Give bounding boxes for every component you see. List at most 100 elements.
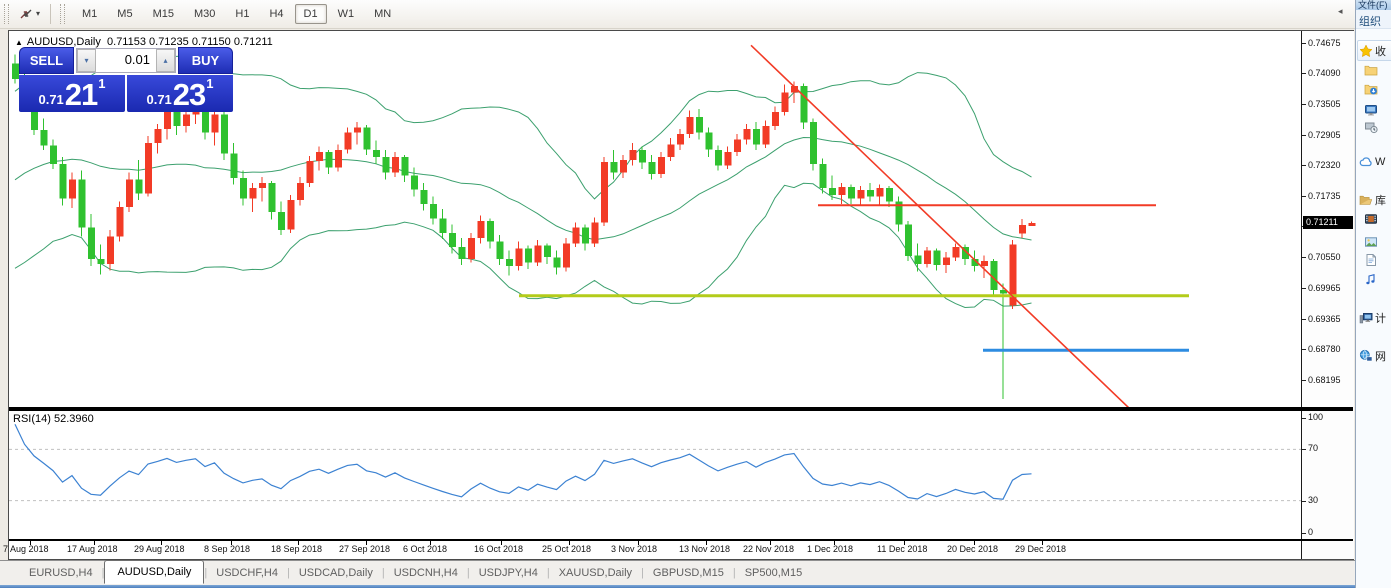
price-tick — [1302, 349, 1306, 350]
libraries-icon — [1359, 193, 1373, 207]
date-axis-label: 8 Sep 2018 — [204, 544, 251, 554]
timeframe-button-m1[interactable]: M1 — [82, 8, 98, 20]
film-icon — [1364, 212, 1378, 226]
explorer-organize-button[interactable]: 组织 — [1356, 10, 1391, 29]
explorer-item-cloud[interactable]: W — [1359, 155, 1385, 169]
explorer-item-star[interactable]: 收 — [1359, 43, 1386, 59]
tab-separator: | — [204, 567, 208, 579]
explorer-item-desktop[interactable] — [1364, 103, 1378, 117]
timeframe-button-w1[interactable]: W1 — [337, 8, 355, 20]
chart-tab-audusd-daily[interactable]: AUDUSD,Daily — [104, 560, 205, 584]
chart-tab-sp500-m15[interactable]: SP500,M15 — [744, 567, 803, 579]
date-axis-label: 29 Aug 2018 — [134, 544, 185, 554]
rsi-indicator-panel[interactable]: RSI(14) 52.3960 — [9, 411, 1301, 539]
rsi-axis-label: 70 — [1308, 443, 1319, 453]
buy-button[interactable]: BUY — [178, 47, 233, 74]
chart-tab-usdcnh-h4[interactable]: USDCNH,H4 — [393, 567, 458, 579]
bid-price-prefix: 0.71 — [38, 92, 64, 107]
chart-ohlc-values: 0.71153 0.71235 0.71150 0.71211 — [107, 36, 273, 48]
volume-decrease-button[interactable]: ▾ — [77, 49, 96, 72]
date-tick — [231, 541, 232, 545]
date-axis-label: 3 Nov 2018 — [611, 544, 658, 554]
timeframe-button-h4[interactable]: H4 — [269, 8, 284, 20]
chart-header: ▲ AUDUSD,Daily 0.71153 0.71235 0.71150 0.… — [15, 36, 273, 48]
explorer-item-folder-download[interactable] — [1364, 82, 1378, 96]
chart-tab-gbpusd-m15[interactable]: GBPUSD,M15 — [652, 567, 724, 579]
sell-button[interactable]: SELL — [19, 47, 74, 74]
timeframe-button-m5[interactable]: M5 — [117, 8, 133, 20]
main-chart-plot[interactable]: ▲ AUDUSD,Daily 0.71153 0.71235 0.71150 0.… — [9, 33, 1301, 407]
date-tick — [1042, 541, 1043, 545]
tab-separator: | — [101, 567, 105, 579]
explorer-menu-file[interactable]: 文件(F) — [1356, 0, 1391, 10]
date-tick — [638, 541, 639, 545]
explorer-item-document[interactable] — [1364, 253, 1378, 267]
chart-shift-button[interactable]: ▾ — [13, 4, 45, 24]
date-axis-label: 25 Oct 2018 — [542, 544, 592, 554]
tab-scroll-left-icon[interactable]: ◂ — [1337, 6, 1343, 16]
panel-divider-2[interactable] — [9, 539, 1353, 541]
explorer-item-music[interactable] — [1364, 272, 1378, 286]
date-tick — [30, 541, 31, 545]
price-tick — [1302, 288, 1306, 289]
timeframe-button-m30[interactable]: M30 — [193, 8, 216, 20]
explorer-item-folder[interactable] — [1364, 63, 1378, 77]
explorer-item-computer[interactable]: 计 — [1359, 310, 1386, 326]
volume-stepper: ▾ 0.01 ▴ — [76, 48, 176, 73]
rsi-tick — [1302, 533, 1306, 534]
ask-price-sup: 1 — [206, 76, 214, 91]
tab-separator: | — [466, 567, 470, 579]
explorer-item-picture[interactable] — [1364, 235, 1378, 249]
price-tick — [1302, 380, 1306, 381]
explorer-item-network[interactable]: 网 — [1359, 348, 1386, 364]
time-axis[interactable]: 7 Aug 2018 17 Aug 2018 29 Aug 2018 8 Sep 20… — [3, 541, 1301, 559]
tab-separator: | — [287, 567, 290, 579]
chart-tab-usdjpy-h4[interactable]: USDJPY,H4 — [478, 567, 538, 579]
timeframe-button-d1[interactable]: D1 — [294, 4, 327, 24]
toolbar-grip[interactable] — [4, 4, 9, 24]
folder-icon — [1364, 63, 1378, 77]
tab-separator: | — [381, 567, 385, 579]
price-tick — [1302, 196, 1306, 197]
timeframe-button-h1[interactable]: H1 — [235, 8, 250, 20]
explorer-item-label: 网 — [1375, 351, 1386, 363]
price-axis-label: 0.74090 — [1308, 68, 1341, 78]
price-axis-label: 0.73505 — [1308, 99, 1341, 109]
date-tick — [706, 541, 707, 545]
collapse-triangle-icon[interactable]: ▲ — [15, 38, 23, 47]
price-axis-label: 0.72905 — [1308, 130, 1341, 140]
chart-tab-xauusd-daily[interactable]: XAUUSD,Daily — [558, 567, 633, 579]
timeframe-button-m15[interactable]: M15 — [152, 8, 174, 20]
date-tick — [366, 541, 367, 545]
explorer-item-label: 收 — [1375, 46, 1386, 58]
date-tick — [161, 541, 162, 545]
volume-input[interactable]: 0.01 — [124, 52, 150, 67]
chart-tab-eurusd-h4[interactable]: EURUSD,H4 — [29, 567, 93, 579]
toolbar-grip2[interactable] — [60, 4, 66, 24]
explorer-item-label: 计 — [1375, 313, 1386, 325]
price-axis-label: 0.71735 — [1308, 191, 1341, 201]
rsi-tick — [1302, 449, 1306, 450]
explorer-item-recent[interactable] — [1364, 120, 1378, 134]
price-axis-label: 0.72320 — [1308, 160, 1341, 170]
chart-tab-usdcad-daily[interactable]: USDCAD,Daily — [298, 567, 373, 579]
ask-price-prefix: 0.71 — [146, 92, 172, 107]
panel-divider[interactable] — [9, 407, 1353, 411]
date-tick — [501, 541, 502, 545]
current-price-tag: 0.71211 — [1303, 216, 1353, 229]
rsi-tick — [1302, 501, 1306, 502]
timeframe-toolbar: M1 M5 M15 M30 H1 H4 D1 W1 MN — [73, 4, 400, 24]
volume-increase-button[interactable]: ▴ — [156, 49, 175, 72]
ask-price-panel[interactable]: 0.71 23 1 — [127, 75, 233, 112]
explorer-item-libraries[interactable]: 库 — [1359, 192, 1386, 208]
date-tick — [298, 541, 299, 545]
music-icon — [1364, 272, 1378, 286]
chart-tab-usdchf-h4[interactable]: USDCHF,H4 — [216, 567, 278, 579]
explorer-item-film[interactable] — [1364, 212, 1378, 226]
timeframe-button-mn[interactable]: MN — [374, 8, 392, 20]
bid-price-panel[interactable]: 0.71 21 1 — [19, 75, 125, 112]
price-axis-label: 0.69965 — [1308, 283, 1341, 293]
price-axis-label: 0.74675 — [1308, 38, 1341, 48]
price-axis[interactable]: 0.74675 0.74090 0.73505 0.72905 0.72320 0.717… — [1301, 31, 1354, 559]
folder-download-icon — [1364, 82, 1378, 96]
